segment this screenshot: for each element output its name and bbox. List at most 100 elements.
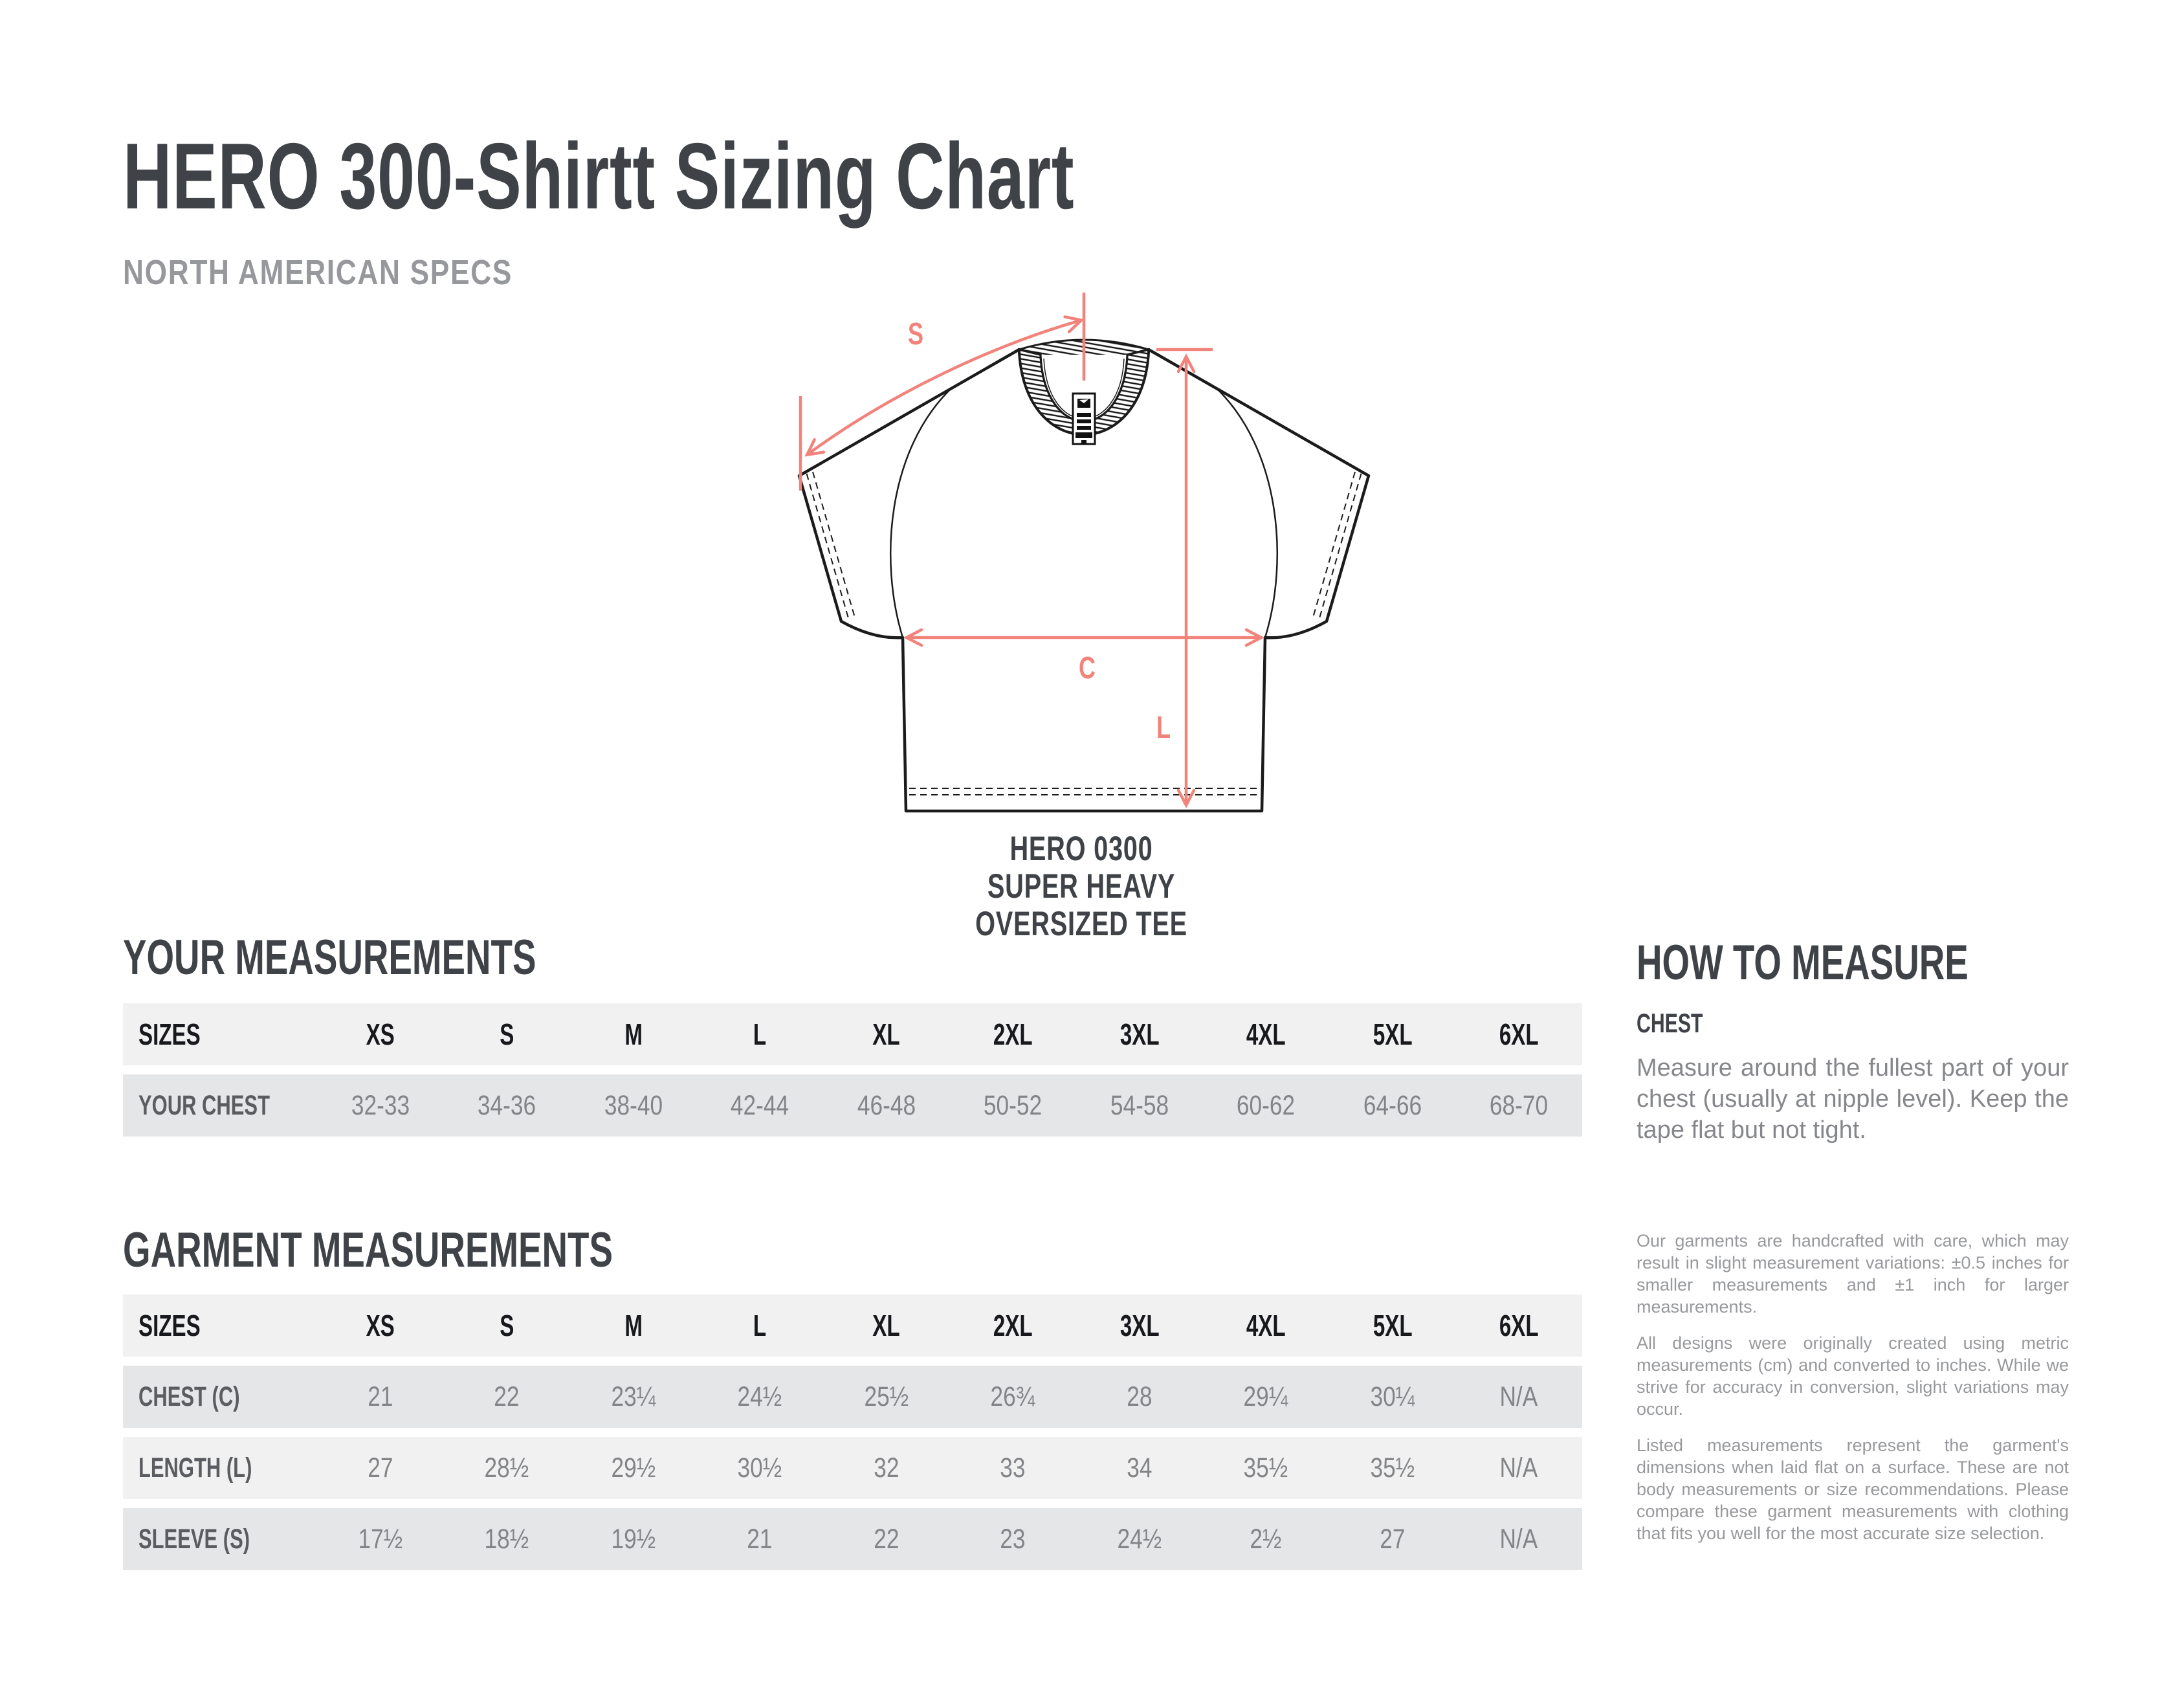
page-subtitle: NORTH AMERICAN SPECS [123, 253, 513, 292]
cell-value: 35½ [1370, 1452, 1415, 1483]
cell-value: 54-58 [1110, 1089, 1169, 1121]
cell-value: 29½ [611, 1452, 656, 1483]
size-header: 2XL [993, 1017, 1033, 1051]
size-header: 4XL [1246, 1017, 1286, 1051]
size-header: 3XL [1120, 1309, 1160, 1342]
measurement-arrow-sleeve [804, 315, 1085, 457]
caption-line: OVERSIZED TEE [975, 905, 1187, 943]
cell-value: 23 [1000, 1523, 1026, 1555]
cell-value: 17½ [358, 1523, 403, 1555]
sizes-label: SIZES [138, 1309, 201, 1342]
cell-value: 68-70 [1490, 1089, 1549, 1121]
cell-value: N/A [1499, 1381, 1538, 1412]
cell-value: 21 [368, 1381, 393, 1412]
note-paragraph: Listed measurements represent the garmen… [1637, 1436, 2069, 1543]
caption-line: HERO 0300 [1009, 830, 1153, 868]
label-l: L [1156, 710, 1171, 744]
cell-value: 22 [494, 1381, 520, 1412]
size-header: XL [872, 1017, 900, 1051]
cell-value: 30½ [737, 1452, 782, 1483]
size-header: 6XL [1499, 1309, 1539, 1342]
measurement-notes: Our garments are handcrafted with care, … [1637, 1230, 2069, 1559]
size-header: XS [366, 1309, 395, 1342]
tshirt-illustration: S C L [797, 293, 1371, 813]
sizes-label: SIZES [138, 1017, 201, 1051]
size-header: S [500, 1017, 514, 1051]
cell-value: 26¾ [990, 1381, 1035, 1412]
note-paragraph: Our garments are handcrafted with care, … [1637, 1231, 2069, 1316]
cell-value: 21 [747, 1523, 773, 1555]
cell-value: 24½ [737, 1381, 782, 1412]
cell-value: 32 [874, 1452, 899, 1483]
note-paragraph: All designs were originally created usin… [1637, 1333, 2069, 1419]
tshirt-caption: HERO 0300 SUPER HEAVY OVERSIZED TEE [887, 830, 1275, 943]
cell-value: 32-33 [351, 1089, 410, 1121]
cell-value: 35½ [1243, 1452, 1288, 1483]
size-header: L [753, 1017, 767, 1051]
page-title: HERO 300-Shirtt Sizing Chart [123, 124, 1075, 228]
cell-value: N/A [1499, 1523, 1538, 1555]
table-row: YOUR CHEST 32-33 34-36 38-40 42-44 46-48… [123, 1074, 1582, 1137]
your-measurements-heading: YOUR MEASUREMENTS [123, 930, 536, 985]
cell-value: 29¼ [1243, 1381, 1288, 1412]
size-header: XS [366, 1017, 395, 1051]
table-row-sleeve: SLEEVE (S) 17½ 18½ 19½ 21 22 23 24½ 2½ 2… [123, 1508, 1582, 1570]
row-label: LENGTH (L) [138, 1452, 252, 1483]
cell-value: 34 [1127, 1452, 1153, 1483]
cell-value: 2½ [1250, 1523, 1282, 1555]
label-c: C [1079, 650, 1096, 685]
cell-value: 50-52 [984, 1089, 1042, 1121]
row-label: YOUR CHEST [138, 1089, 270, 1121]
cell-value: 27 [1380, 1523, 1406, 1555]
size-header: M [624, 1309, 643, 1342]
size-header: L [753, 1309, 767, 1342]
how-to-measure-heading: HOW TO MEASURE [1637, 935, 1969, 990]
size-header: 2XL [993, 1309, 1033, 1342]
how-to-measure-section: HOW TO MEASURE CHEST Measure around the … [1637, 937, 2069, 1146]
size-header: 6XL [1499, 1017, 1539, 1051]
cell-value: 34-36 [478, 1089, 536, 1121]
cell-value: 30¼ [1370, 1381, 1415, 1412]
cell-value: 28 [1127, 1381, 1153, 1412]
size-header: 5XL [1373, 1309, 1413, 1342]
size-header: M [624, 1017, 643, 1051]
size-header: 5XL [1373, 1017, 1413, 1051]
chest-instructions: Measure around the fullest part of your … [1637, 1054, 2069, 1144]
cell-value: 33 [1000, 1452, 1026, 1483]
cell-value: 27 [368, 1452, 393, 1483]
cell-value: 18½ [484, 1523, 529, 1555]
table-header-row: SIZES XS S M L XL 2XL 3XL 4XL 5XL 6XL [123, 1294, 1582, 1357]
measurement-lines [799, 293, 1264, 808]
table-row-length: LENGTH (L) 27 28½ 29½ 30½ 32 33 34 35½ 3… [123, 1437, 1582, 1499]
size-header: S [500, 1309, 514, 1342]
cell-value: N/A [1499, 1452, 1538, 1483]
garment-measurements-heading: GARMENT MEASUREMENTS [123, 1223, 613, 1278]
your-measurements-table: SIZES XS S M L XL 2XL 3XL 4XL 5XL 6XL YO… [123, 994, 1582, 1146]
size-header: 4XL [1246, 1309, 1286, 1342]
label-s: S [908, 316, 923, 351]
stitch-lines [806, 471, 1362, 795]
cell-value: 46-48 [857, 1089, 916, 1121]
cell-value: 38-40 [604, 1089, 663, 1121]
table-header-row: SIZES XS S M L XL 2XL 3XL 4XL 5XL 6XL [123, 1003, 1582, 1065]
cell-value: 42-44 [731, 1089, 789, 1121]
chest-subheading: CHEST [1637, 1008, 1703, 1038]
cell-value: 24½ [1117, 1523, 1162, 1555]
size-header: 3XL [1120, 1017, 1160, 1051]
garment-measurements-table: SIZES XS S M L XL 2XL 3XL 4XL 5XL 6XL CH… [123, 1285, 1582, 1579]
row-label: CHEST (C) [138, 1381, 240, 1412]
cell-value: 64-66 [1363, 1089, 1422, 1121]
caption-line: SUPER HEAVY [987, 867, 1176, 905]
cell-value: 22 [874, 1523, 899, 1555]
row-label: SLEEVE (S) [138, 1523, 250, 1555]
neck-label [1072, 392, 1096, 445]
cell-value: 28½ [484, 1452, 529, 1483]
cell-value: 19½ [611, 1523, 656, 1555]
cell-value: 60-62 [1237, 1089, 1296, 1121]
cell-value: 23¼ [611, 1381, 656, 1412]
size-header: XL [872, 1309, 900, 1342]
table-row-chest: CHEST (C) 21 22 23¼ 24½ 25½ 26¾ 28 29¼ 3… [123, 1366, 1582, 1428]
tshirt-diagram: S C L [744, 285, 1430, 822]
measurement-labels: S C L [908, 316, 1171, 744]
